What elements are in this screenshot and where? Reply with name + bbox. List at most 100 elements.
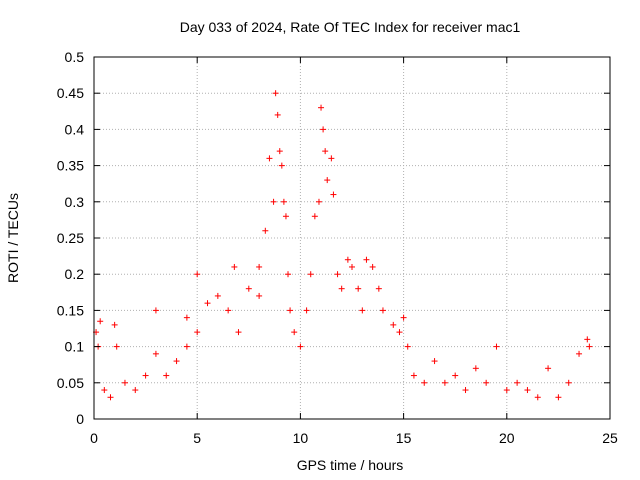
- data-point: [344, 256, 351, 263]
- data-point: [379, 307, 386, 314]
- data-point: [173, 358, 180, 365]
- chart-title: Day 033 of 2024, Rate Of TEC Index for r…: [180, 19, 521, 35]
- data-point: [270, 198, 277, 205]
- data-point: [256, 292, 263, 299]
- y-tick-label: 0: [76, 411, 84, 427]
- data-point: [534, 394, 541, 401]
- x-tick-label: 10: [293, 430, 309, 446]
- data-point: [121, 379, 128, 386]
- data-point: [514, 379, 521, 386]
- data-point: [204, 300, 211, 307]
- data-point: [297, 343, 304, 350]
- y-axis-label: ROTI / TECUs: [5, 193, 21, 283]
- data-point: [375, 285, 382, 292]
- data-point: [565, 379, 572, 386]
- data-point: [272, 90, 279, 97]
- data-point: [363, 256, 370, 263]
- data-point: [307, 271, 314, 278]
- data-point: [152, 350, 159, 357]
- y-tick-label: 0.1: [65, 339, 85, 355]
- data-point: [276, 148, 283, 155]
- data-point: [214, 292, 221, 299]
- data-point: [225, 307, 232, 314]
- data-point: [322, 148, 329, 155]
- data-point: [194, 271, 201, 278]
- data-point: [493, 343, 500, 350]
- data-point: [555, 394, 562, 401]
- x-tick-label: 25: [602, 430, 618, 446]
- data-point: [262, 227, 269, 234]
- data-point: [404, 343, 411, 350]
- data-point: [107, 394, 114, 401]
- y-tick-label: 0.05: [57, 375, 84, 391]
- y-tick-label: 0.35: [57, 158, 84, 174]
- y-tick-label: 0.2: [65, 266, 85, 282]
- data-point: [328, 155, 335, 162]
- x-tick-label: 5: [193, 430, 201, 446]
- data-point: [287, 307, 294, 314]
- y-tick-label: 0.25: [57, 230, 84, 246]
- data-point: [282, 213, 289, 220]
- data-point: [349, 263, 355, 270]
- data-point: [330, 191, 337, 198]
- x-tick-label: 0: [90, 430, 98, 446]
- data-point: [441, 379, 448, 386]
- data-point: [472, 365, 479, 372]
- data-point: [256, 263, 263, 270]
- data-point: [280, 198, 287, 205]
- data-points: [93, 90, 593, 401]
- data-point: [285, 271, 292, 278]
- x-tick-label: 20: [499, 430, 515, 446]
- data-point: [584, 336, 591, 343]
- data-point: [369, 263, 376, 270]
- data-point: [338, 285, 345, 292]
- data-point: [303, 307, 310, 314]
- data-point: [503, 387, 510, 394]
- data-point: [231, 263, 238, 270]
- data-point: [245, 285, 252, 292]
- x-axis-label: GPS time / hours: [297, 457, 404, 473]
- data-point: [396, 329, 403, 336]
- data-point: [278, 162, 285, 169]
- axis-ticks: 0 5 10 15 20 25 0 0.05 0.1 0.15 0.2 0.25 0.3 0.35 0.4 0…: [57, 49, 618, 446]
- data-point: [586, 343, 593, 350]
- grid-lines: [94, 57, 610, 419]
- data-point: [163, 372, 170, 379]
- data-point: [142, 372, 149, 379]
- data-point: [266, 155, 273, 162]
- data-point: [524, 387, 531, 394]
- data-point: [410, 372, 417, 379]
- data-point: [315, 198, 322, 205]
- y-tick-label: 0.15: [57, 302, 84, 318]
- data-point: [452, 372, 459, 379]
- data-point: [431, 358, 438, 365]
- data-point: [320, 126, 327, 133]
- data-point: [421, 379, 428, 386]
- y-tick-label: 0.5: [65, 49, 85, 65]
- data-point: [400, 314, 407, 321]
- data-point: [235, 329, 242, 336]
- data-point: [390, 321, 397, 328]
- data-point: [101, 387, 108, 394]
- data-point: [462, 387, 469, 394]
- data-point: [132, 387, 139, 394]
- y-tick-label: 0.45: [57, 85, 84, 101]
- y-tick-label: 0.3: [65, 194, 85, 210]
- data-point: [183, 314, 190, 321]
- data-point: [318, 104, 325, 111]
- data-point: [545, 365, 552, 372]
- data-point: [334, 271, 341, 278]
- y-tick-label: 0.4: [65, 121, 85, 137]
- data-point: [152, 307, 159, 314]
- data-point: [291, 329, 298, 336]
- data-point: [274, 111, 281, 118]
- data-point: [324, 177, 331, 184]
- data-point: [483, 379, 490, 386]
- data-point: [194, 329, 201, 336]
- data-point: [183, 343, 190, 350]
- x-tick-label: 15: [396, 430, 412, 446]
- data-point: [576, 350, 583, 357]
- data-point: [355, 285, 362, 292]
- data-point: [311, 213, 318, 220]
